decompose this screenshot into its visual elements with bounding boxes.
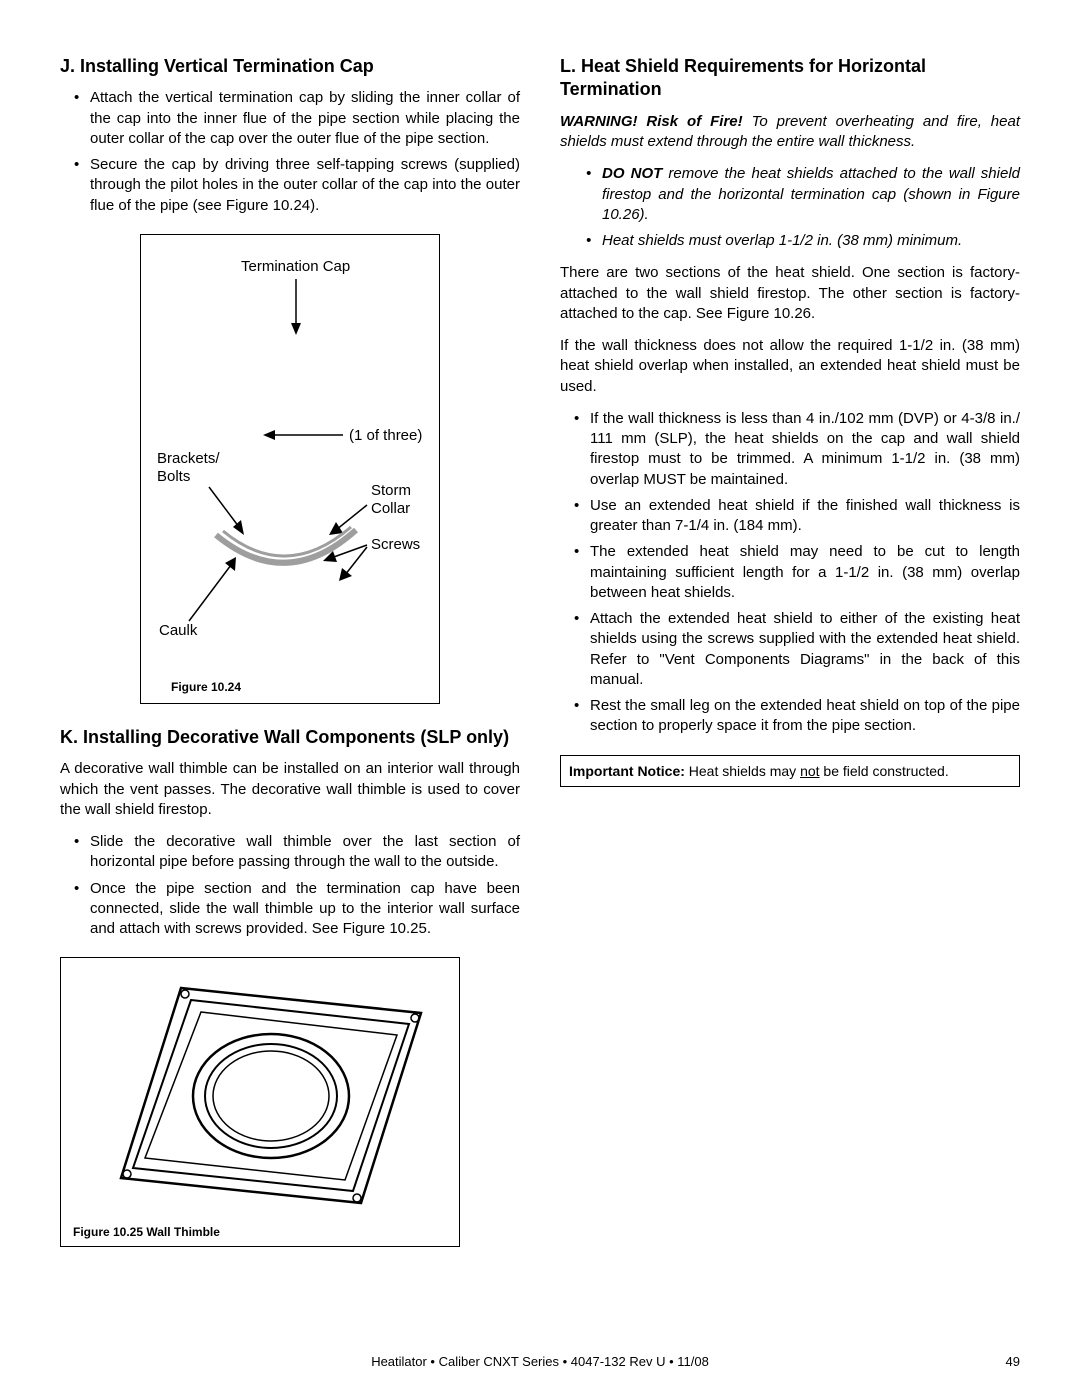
figure-10-25: Figure 10.25 Wall Thimble	[60, 957, 460, 1247]
label-storm-collar-2: Collar	[371, 500, 410, 517]
label-brackets-bolts-1: Brackets/	[157, 450, 220, 467]
warn-bullet-1-rest: remove the heat shields attached to the …	[602, 165, 1020, 223]
list-item: The extended heat shield may need to be …	[590, 542, 1020, 603]
list-item: Attach the extended heat shield to eithe…	[590, 609, 1020, 690]
list-item: Attach the vertical termination cap by s…	[90, 88, 520, 149]
notice-underline: not	[800, 763, 819, 779]
left-column: J. Installing Vertical Termination Cap A…	[60, 55, 520, 1269]
list-item: Slide the decorative wall thimble over t…	[90, 832, 520, 873]
figure-10-25-caption: Figure 10.25 Wall Thimble	[73, 1225, 220, 1239]
section-k-bullets: Slide the decorative wall thimble over t…	[60, 832, 520, 939]
section-l-heading: L. Heat Shield Requirements for Horizont…	[560, 55, 1020, 102]
list-item: Once the pipe section and the terminatio…	[90, 879, 520, 940]
label-caulk: Caulk	[159, 622, 198, 639]
section-l-bullets: If the wall thickness is less than 4 in.…	[560, 409, 1020, 737]
list-item: Secure the cap by driving three self-tap…	[90, 155, 520, 216]
section-k-heading: K. Installing Decorative Wall Components…	[60, 726, 520, 749]
important-notice-box: Important Notice: Heat shields may not b…	[560, 755, 1020, 787]
section-k-intro: A decorative wall thimble can be install…	[60, 759, 520, 820]
figure-10-25-svg: Figure 10.25 Wall Thimble	[61, 958, 461, 1248]
section-l-para2: If the wall thickness does not allow the…	[560, 336, 1020, 397]
notice-bold: Important Notice:	[569, 763, 685, 779]
figure-10-24-caption: Figure 10.24	[171, 680, 241, 694]
notice-post: be field constructed.	[820, 763, 949, 779]
warning-bold: WARNING! Risk of Fire!	[560, 113, 743, 130]
list-item: Rest the small leg on the extended heat …	[590, 696, 1020, 737]
document-page: J. Installing Vertical Termination Cap A…	[0, 0, 1080, 1397]
figure-10-24: Termination Cap (1 of three) Brackets/ B…	[140, 234, 440, 704]
section-l-para1: There are two sections of the heat shiel…	[560, 263, 1020, 324]
page-footer: Heatilator • Caliber CNXT Series • 4047-…	[0, 1354, 1080, 1369]
label-termination-cap: Termination Cap	[241, 258, 350, 275]
page-number: 49	[1006, 1354, 1020, 1369]
warning-paragraph: WARNING! Risk of Fire! To prevent overhe…	[560, 112, 1020, 153]
label-storm-collar-1: Storm	[371, 482, 411, 499]
section-j-bullets: Attach the vertical termination cap by s…	[60, 88, 520, 216]
figure-10-24-svg: Termination Cap (1 of three) Brackets/ B…	[141, 235, 441, 705]
label-brackets-bolts-2: Bolts	[157, 468, 190, 485]
list-item: DO NOT remove the heat shields attached …	[602, 164, 1020, 225]
section-j-heading: J. Installing Vertical Termination Cap	[60, 55, 520, 78]
list-item: If the wall thickness is less than 4 in.…	[590, 409, 1020, 490]
two-column-layout: J. Installing Vertical Termination Cap A…	[60, 55, 1020, 1269]
label-screws: Screws	[371, 536, 420, 553]
list-item: Use an extended heat shield if the finis…	[590, 496, 1020, 537]
warning-bullets: DO NOT remove the heat shields attached …	[560, 164, 1020, 251]
label-one-of-three: (1 of three)	[349, 427, 422, 444]
list-item: Heat shields must overlap 1-1/2 in. (38 …	[602, 231, 1020, 251]
do-not-bold: DO NOT	[602, 165, 662, 182]
notice-pre: Heat shields may	[685, 763, 800, 779]
right-column: L. Heat Shield Requirements for Horizont…	[560, 55, 1020, 1269]
